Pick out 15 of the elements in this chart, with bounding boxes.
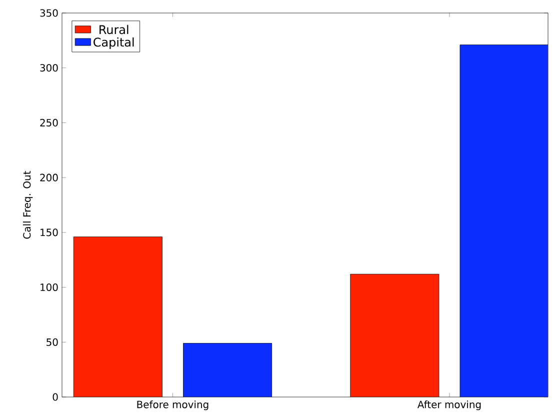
y-tick-label: 0 xyxy=(52,393,58,401)
y-tick-label: 100 xyxy=(40,284,58,292)
x-tick-label: After moving xyxy=(417,400,481,410)
y-tick-label: 150 xyxy=(40,228,58,236)
y-tick-label: 350 xyxy=(40,9,58,17)
y-tick-label: 50 xyxy=(46,338,58,346)
y-tick-label: 250 xyxy=(40,118,58,126)
y-axis-title: Call Freq. Out xyxy=(22,170,33,239)
x-tick-label: Before moving xyxy=(137,400,208,410)
bar xyxy=(73,236,162,397)
bar xyxy=(350,274,440,397)
legend-label: Capital xyxy=(94,37,134,49)
y-tick-label: 200 xyxy=(40,174,58,182)
y-tick-label: 300 xyxy=(40,64,58,72)
legend-label: Rural xyxy=(100,24,128,34)
